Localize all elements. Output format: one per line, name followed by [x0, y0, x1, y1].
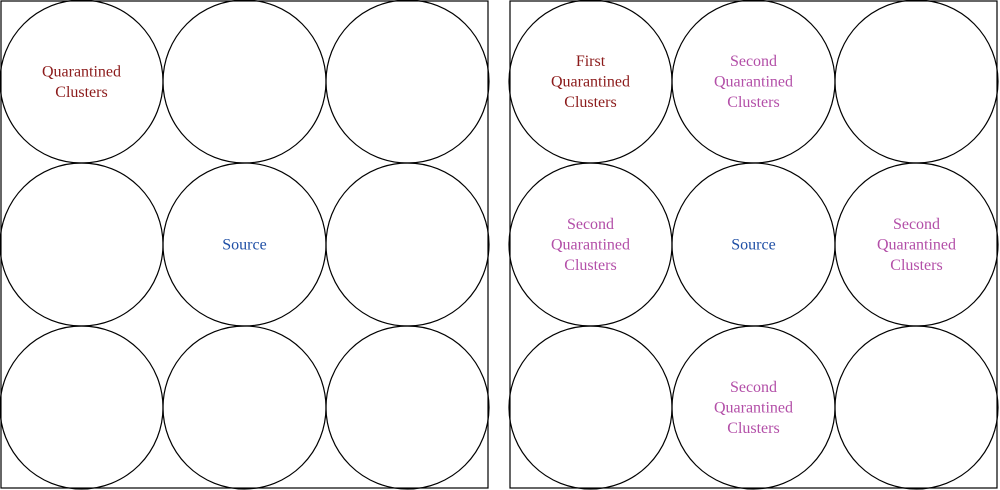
- cluster-label-line: Quarantined: [551, 74, 630, 91]
- right-panel: First Quarantined Clusters Second Quarantine…: [508, 0, 999, 490]
- cluster-label-line: Second: [730, 53, 777, 70]
- cluster-label-line: Clusters: [727, 420, 779, 437]
- cluster-label: Second Quarantined Clusters: [551, 216, 630, 274]
- cluster-label: Quarantined Clusters: [42, 63, 121, 101]
- cluster-circle: [325, 0, 490, 164]
- cluster-label-line: Quarantined: [714, 400, 793, 417]
- cluster-label: First Quarantined Clusters: [551, 53, 630, 111]
- cluster-circle: [0, 0, 164, 164]
- left-panel: Quarantined Clusters Source: [0, 0, 490, 490]
- cluster-label: Source: [731, 237, 775, 254]
- cluster-circle: [162, 0, 327, 164]
- cluster-label-line: Clusters: [564, 257, 616, 274]
- cluster-label: Second Quarantined Clusters: [877, 216, 956, 274]
- cluster-label-line: Quarantined: [551, 237, 630, 254]
- cluster-circle: [0, 325, 164, 490]
- cluster-circle: [325, 162, 490, 327]
- cluster-label-line: Second: [567, 216, 614, 233]
- cluster-circle: [508, 325, 673, 490]
- cluster-label: Second Quarantined Clusters: [714, 379, 793, 437]
- cluster-label-line: Source: [731, 237, 775, 254]
- cluster-label-line: First: [576, 53, 606, 70]
- cluster-label-line: Second: [730, 379, 777, 396]
- cluster-label: Source: [222, 237, 266, 254]
- cluster-label-line: Source: [222, 237, 266, 254]
- cluster-label-line: Clusters: [727, 94, 779, 111]
- cluster-label-line: Quarantined: [714, 74, 793, 91]
- cluster-circle: [325, 325, 490, 490]
- cluster-label-line: Quarantined: [42, 63, 121, 80]
- cluster-circle: [0, 162, 164, 327]
- left-panel-border: [0, 0, 489, 489]
- cluster-label-line: Clusters: [564, 94, 616, 111]
- cluster-circle: [834, 325, 999, 490]
- cluster-label: Second Quarantined Clusters: [714, 53, 793, 111]
- cluster-label-line: Quarantined: [877, 237, 956, 254]
- right-panel-border: [509, 0, 998, 489]
- cluster-circle: [162, 325, 327, 490]
- cluster-circle: [834, 0, 999, 164]
- cluster-label-line: Clusters: [890, 257, 942, 274]
- cluster-label-line: Second: [893, 216, 940, 233]
- cluster-label-line: Clusters: [55, 84, 107, 101]
